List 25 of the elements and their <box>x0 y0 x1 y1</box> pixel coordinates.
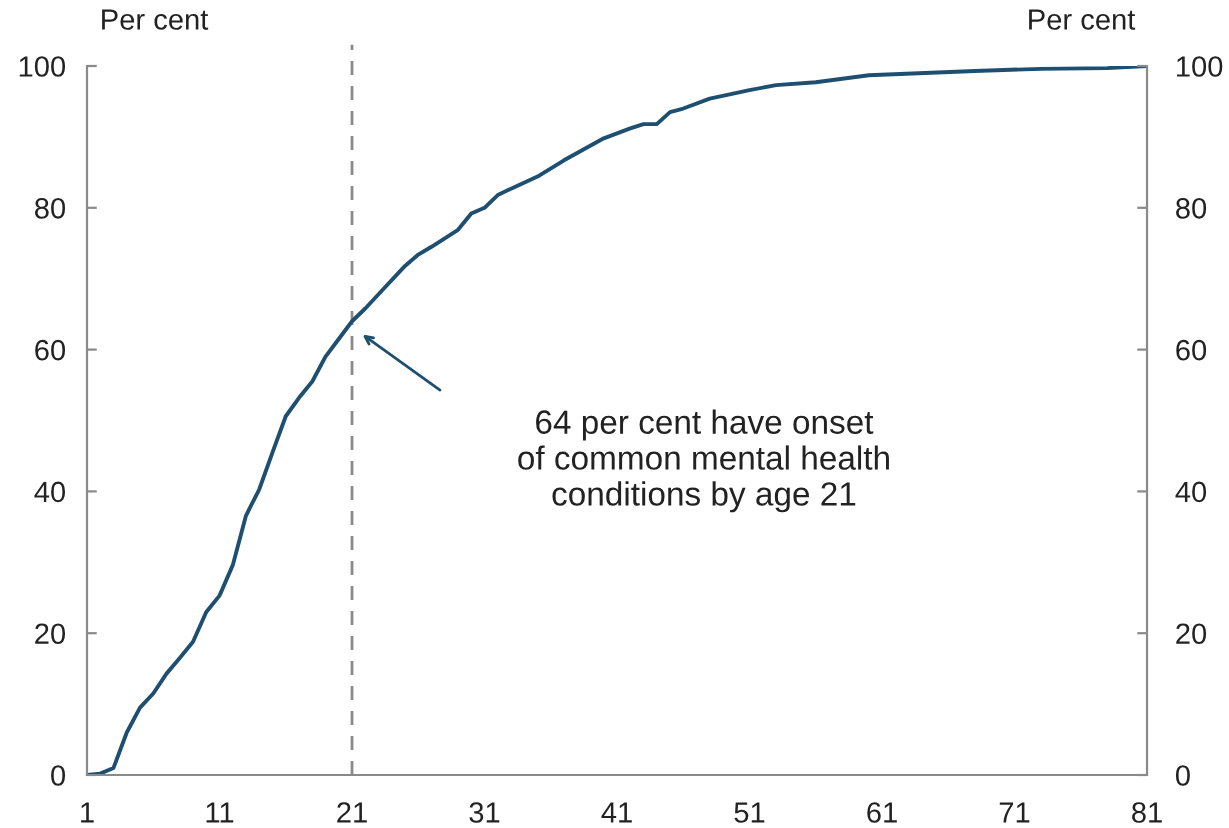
y-tick-label: 40 <box>34 481 66 503</box>
x-tick-label: 41 <box>601 802 632 823</box>
y2-tick-label: 60 <box>1176 339 1207 361</box>
annotation: 64 per cent have onset of common mental health conditions by age 21 <box>518 409 889 513</box>
y2-tick-label: 0 <box>1175 765 1190 786</box>
x-tick-label: 81 <box>1132 802 1162 823</box>
x-tick-label: 61 <box>867 802 897 823</box>
x-tick-label: 71 <box>999 802 1030 823</box>
y-tick-label: 80 <box>35 198 66 219</box>
x-tick-label: 11 <box>206 802 234 823</box>
y2-tick-label: 100 <box>1177 56 1223 77</box>
y2-tick-label: 80 <box>1176 198 1207 219</box>
x-tick-label: 31 <box>469 802 500 823</box>
x-tick-label: 1 <box>81 802 94 823</box>
x-tick-label: 21 <box>337 802 367 823</box>
y2-tick-label: 40 <box>1175 481 1207 503</box>
x-tick-label: 51 <box>734 802 765 823</box>
line-series <box>87 65 1148 776</box>
y2-tick-label: 20 <box>1176 623 1207 645</box>
y-tick-label: 60 <box>35 339 66 361</box>
y-axis-title: Per cent <box>102 9 209 30</box>
y-tick-label: 20 <box>35 623 66 645</box>
y2-axis-title: Per cent <box>1029 9 1136 30</box>
y-tick-label: 100 <box>19 56 66 77</box>
y-tick-label: 0 <box>51 765 66 786</box>
